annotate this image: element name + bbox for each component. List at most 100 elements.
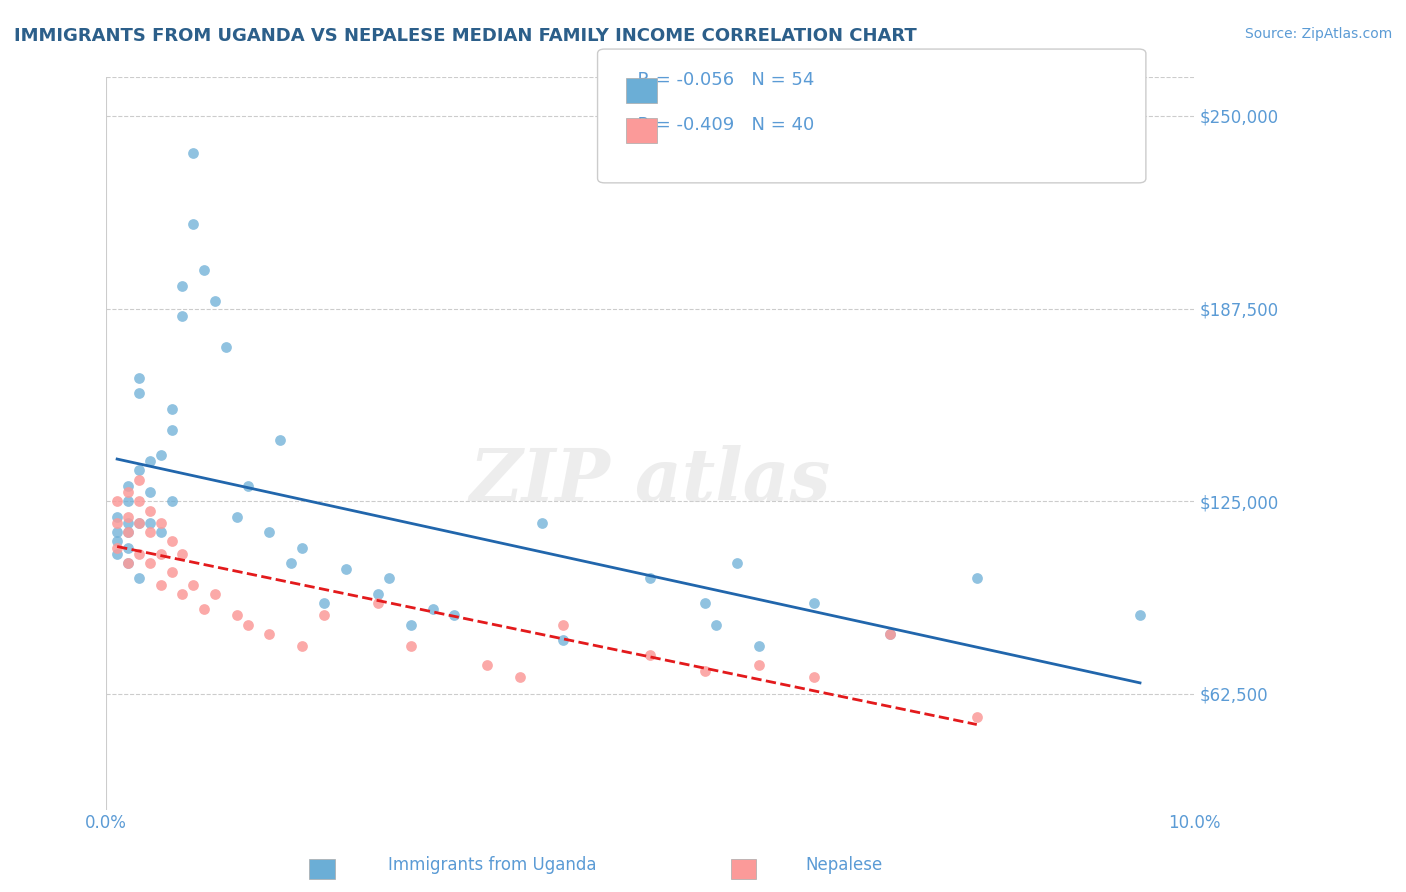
Point — [105, 516, 128, 530]
Point — [966, 571, 988, 585]
Text: IMMIGRANTS FROM UGANDA VS NEPALESE MEDIAN FAMILY INCOME CORRELATION CHART: IMMIGRANTS FROM UGANDA VS NEPALESE MEDIA… — [14, 27, 917, 45]
Point — [1129, 608, 1152, 623]
Point — [172, 310, 194, 324]
Point — [149, 516, 172, 530]
Point — [693, 596, 716, 610]
Point — [139, 556, 162, 570]
Point — [640, 648, 662, 663]
Point — [160, 494, 183, 508]
Point — [128, 463, 150, 477]
Point — [966, 710, 988, 724]
Point — [693, 664, 716, 678]
Point — [725, 556, 748, 570]
Point — [160, 401, 183, 416]
Point — [193, 602, 215, 616]
Text: ZIP atlas: ZIP atlas — [470, 444, 831, 516]
Point — [105, 509, 128, 524]
Point — [443, 608, 465, 623]
Text: Nepalese: Nepalese — [806, 856, 882, 874]
Point — [312, 608, 335, 623]
Point — [149, 577, 172, 591]
Point — [553, 617, 575, 632]
Point — [236, 617, 259, 632]
Point — [139, 525, 162, 540]
Point — [128, 571, 150, 585]
Point — [128, 516, 150, 530]
Point — [291, 639, 314, 653]
Point — [149, 547, 172, 561]
Point — [509, 670, 531, 684]
Point — [269, 433, 291, 447]
Point — [475, 657, 498, 672]
Point — [367, 587, 389, 601]
Text: Immigrants from Uganda: Immigrants from Uganda — [388, 856, 596, 874]
Point — [117, 525, 139, 540]
Point — [172, 547, 194, 561]
Point — [117, 479, 139, 493]
Point — [225, 608, 247, 623]
Point — [335, 562, 357, 576]
Point — [128, 386, 150, 401]
Point — [803, 670, 825, 684]
Point — [399, 639, 422, 653]
Point — [117, 485, 139, 500]
Point — [128, 473, 150, 487]
Point — [139, 454, 162, 468]
Point — [105, 547, 128, 561]
Point — [803, 596, 825, 610]
Text: R = -0.056   N = 54: R = -0.056 N = 54 — [626, 71, 814, 89]
Point — [181, 217, 204, 231]
Point — [117, 556, 139, 570]
Point — [879, 627, 901, 641]
Point — [225, 509, 247, 524]
Point — [160, 534, 183, 549]
Point — [117, 556, 139, 570]
Point — [204, 293, 226, 308]
Point — [160, 565, 183, 579]
Point — [149, 448, 172, 462]
Point — [139, 485, 162, 500]
Point — [172, 587, 194, 601]
Text: Source: ZipAtlas.com: Source: ZipAtlas.com — [1244, 27, 1392, 41]
Point — [105, 525, 128, 540]
Point — [149, 525, 172, 540]
Point — [105, 494, 128, 508]
Point — [291, 541, 314, 555]
Point — [378, 571, 401, 585]
Point — [128, 516, 150, 530]
Point — [422, 602, 444, 616]
Point — [640, 571, 662, 585]
Point — [117, 516, 139, 530]
Point — [748, 657, 770, 672]
Point — [204, 587, 226, 601]
Point — [139, 516, 162, 530]
Point — [128, 547, 150, 561]
Point — [172, 278, 194, 293]
Point — [280, 556, 302, 570]
Point — [553, 632, 575, 647]
Point — [117, 525, 139, 540]
Point — [704, 617, 727, 632]
Point — [139, 503, 162, 517]
Point — [181, 577, 204, 591]
Point — [236, 479, 259, 493]
Point — [879, 627, 901, 641]
Point — [259, 525, 281, 540]
Point — [160, 423, 183, 437]
Point — [399, 617, 422, 632]
Point — [105, 534, 128, 549]
Point — [193, 263, 215, 277]
Point — [215, 340, 238, 354]
Point — [259, 627, 281, 641]
Point — [117, 509, 139, 524]
Point — [530, 516, 553, 530]
Point — [105, 541, 128, 555]
Point — [117, 494, 139, 508]
Text: R = -0.409   N = 40: R = -0.409 N = 40 — [626, 116, 814, 134]
Point — [128, 494, 150, 508]
Point — [312, 596, 335, 610]
Point — [117, 541, 139, 555]
Point — [748, 639, 770, 653]
Point — [367, 596, 389, 610]
Point — [181, 145, 204, 160]
